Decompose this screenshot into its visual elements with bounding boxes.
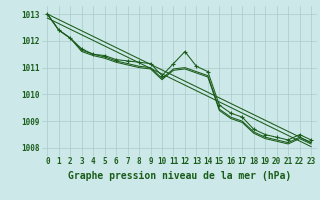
X-axis label: Graphe pression niveau de la mer (hPa): Graphe pression niveau de la mer (hPa) [68, 171, 291, 181]
